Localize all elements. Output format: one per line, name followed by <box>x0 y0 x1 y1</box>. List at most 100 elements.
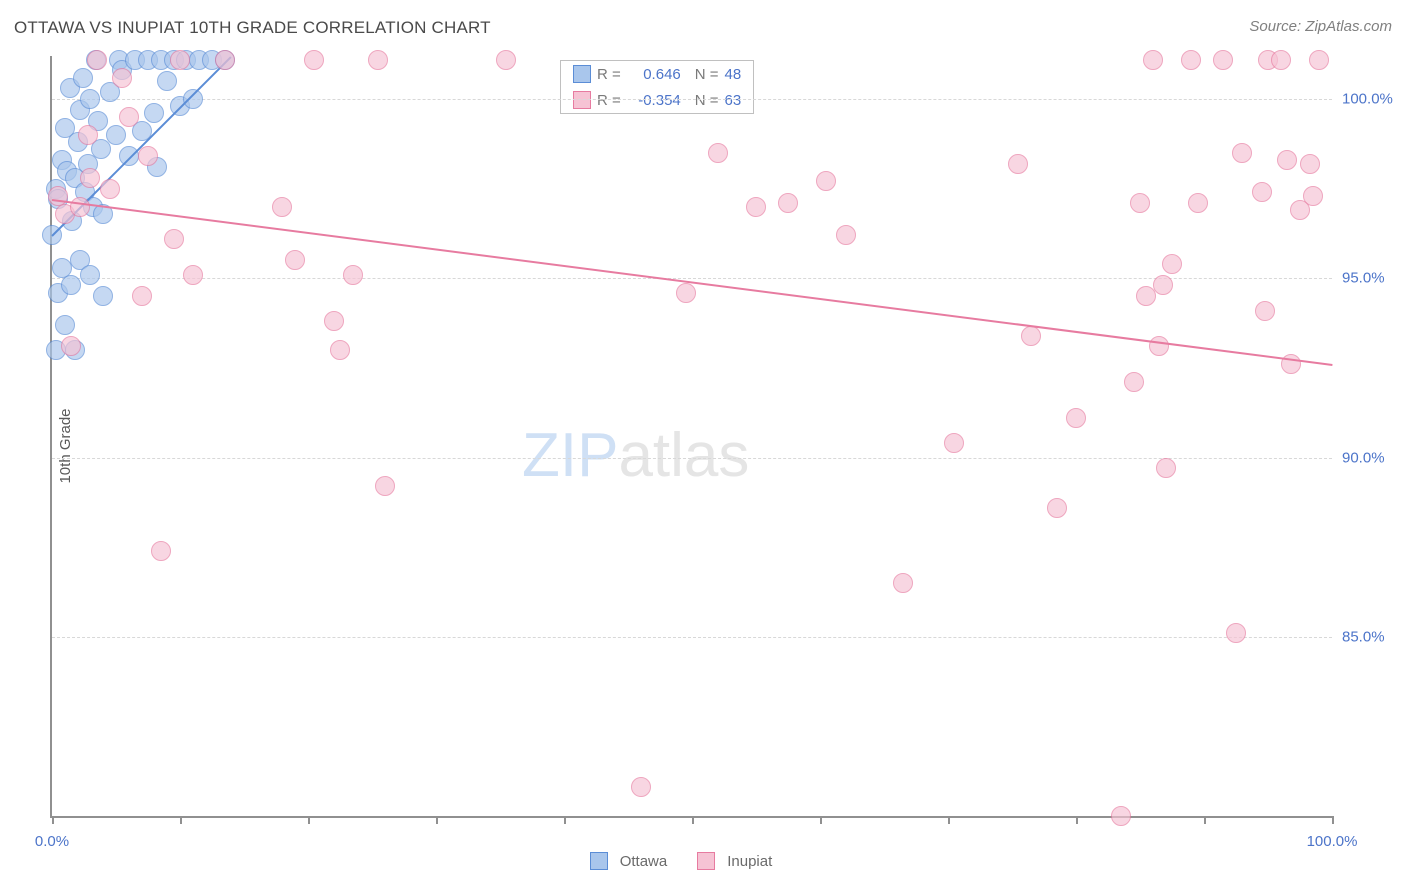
data-point <box>1271 50 1291 70</box>
source-link[interactable]: ZipAtlas.com <box>1305 18 1392 35</box>
data-point <box>304 50 324 70</box>
x-tick <box>1332 816 1334 824</box>
data-point <box>87 50 107 70</box>
x-tick <box>692 816 694 824</box>
data-point <box>55 315 75 335</box>
data-point <box>80 89 100 109</box>
legend-series-label: Ottawa <box>620 853 668 870</box>
data-point <box>778 193 798 213</box>
data-point <box>1153 275 1173 295</box>
data-point <box>836 225 856 245</box>
x-tick <box>52 816 54 824</box>
gridline-h <box>52 458 1332 459</box>
data-point <box>138 146 158 166</box>
data-point <box>132 286 152 306</box>
data-point <box>1252 182 1272 202</box>
data-point <box>746 197 766 217</box>
data-point <box>1111 806 1131 826</box>
legend-r-label: R = <box>597 66 621 83</box>
watermark-atlas: atlas <box>618 421 749 490</box>
data-point <box>893 573 913 593</box>
legend-swatch <box>590 852 608 870</box>
y-tick-label: 100.0% <box>1342 91 1406 108</box>
data-point <box>70 197 90 217</box>
data-point <box>375 476 395 496</box>
x-tick <box>1204 816 1206 824</box>
x-tick <box>308 816 310 824</box>
x-tick <box>564 816 566 824</box>
x-tick-label: 0.0% <box>35 833 69 850</box>
data-point <box>157 71 177 91</box>
x-tick <box>436 816 438 824</box>
data-point <box>93 286 113 306</box>
data-point <box>1143 50 1163 70</box>
data-point <box>1181 50 1201 70</box>
trend-line <box>52 199 1332 366</box>
gridline-h <box>52 278 1332 279</box>
data-point <box>1232 143 1252 163</box>
data-point <box>1066 408 1086 428</box>
data-point <box>816 171 836 191</box>
legend-series: Ottawa Inupiat <box>50 852 1330 870</box>
data-point <box>1149 336 1169 356</box>
y-tick-label: 85.0% <box>1342 628 1406 645</box>
data-point <box>151 541 171 561</box>
legend-correlation: R =0.646N =48R =-0.354N =63 <box>560 60 754 114</box>
data-point <box>676 283 696 303</box>
gridline-h <box>52 637 1332 638</box>
data-point <box>170 50 190 70</box>
data-point <box>73 68 93 88</box>
source-attribution: Source: ZipAtlas.com <box>1249 18 1392 35</box>
data-point <box>106 125 126 145</box>
data-point <box>1213 50 1233 70</box>
y-tick-label: 95.0% <box>1342 270 1406 287</box>
data-point <box>708 143 728 163</box>
data-point <box>80 265 100 285</box>
data-point <box>368 50 388 70</box>
data-point <box>112 68 132 88</box>
data-point <box>944 433 964 453</box>
data-point <box>183 265 203 285</box>
legend-row: R = 0.646 N = 48 <box>561 61 753 87</box>
legend-n-label: N = <box>695 66 719 83</box>
data-point <box>1188 193 1208 213</box>
data-point <box>343 265 363 285</box>
x-tick <box>180 816 182 824</box>
data-point <box>164 229 184 249</box>
x-tick <box>1076 816 1078 824</box>
data-point <box>272 197 292 217</box>
gridline-h <box>52 99 1332 100</box>
x-tick-label: 100.0% <box>1307 833 1358 850</box>
data-point <box>1300 154 1320 174</box>
plot-area: ZIPatlas R =0.646N =48R =-0.354N =63 85.… <box>50 56 1332 818</box>
watermark: ZIPatlas <box>522 420 749 491</box>
legend-series-label: Inupiat <box>727 853 772 870</box>
source-prefix: Source: <box>1249 18 1305 35</box>
data-point <box>80 168 100 188</box>
data-point <box>1156 458 1176 478</box>
legend-swatch <box>573 65 591 83</box>
data-point <box>119 107 139 127</box>
data-point <box>330 340 350 360</box>
data-point <box>1277 150 1297 170</box>
data-point <box>215 50 235 70</box>
data-point <box>144 103 164 123</box>
data-point <box>1021 326 1041 346</box>
data-point <box>1008 154 1028 174</box>
x-tick <box>948 816 950 824</box>
data-point <box>1047 498 1067 518</box>
data-point <box>324 311 344 331</box>
data-point <box>1124 372 1144 392</box>
legend-swatch <box>697 852 715 870</box>
data-point <box>61 336 81 356</box>
data-point <box>1226 623 1246 643</box>
legend-r-value: 0.646 <box>627 66 681 83</box>
data-point <box>1303 186 1323 206</box>
chart-title: OTTAWA VS INUPIAT 10TH GRADE CORRELATION… <box>14 18 491 38</box>
data-point <box>78 125 98 145</box>
data-point <box>631 777 651 797</box>
y-tick-label: 90.0% <box>1342 449 1406 466</box>
data-point <box>1162 254 1182 274</box>
legend-n-value: 48 <box>725 66 742 83</box>
x-tick <box>820 816 822 824</box>
